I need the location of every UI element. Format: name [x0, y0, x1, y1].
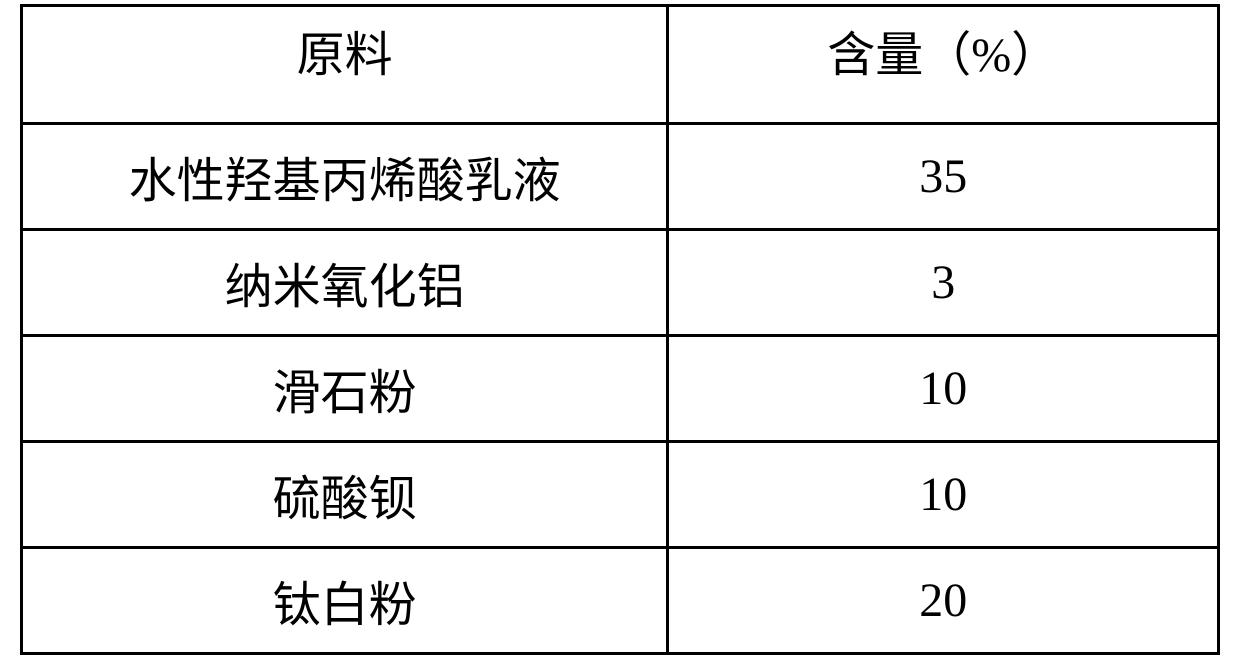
material-cell: 钛白粉 [22, 547, 668, 653]
header-material-label: 原料 [23, 7, 666, 122]
table-header-row: 原料 含量（%） [22, 5, 1219, 123]
content-cell: 10 [668, 441, 1219, 547]
composition-table: 原料 含量（%） 水性羟基丙烯酸乳液 35 纳米氧化铝 3 滑石粉 10 硫酸钡 [20, 4, 1220, 655]
table-row: 硫酸钡 10 [22, 441, 1219, 547]
material-cell: 纳米氧化铝 [22, 229, 668, 335]
content-cell: 20 [668, 547, 1219, 653]
header-content-label: 含量（%） [669, 7, 1217, 122]
material-cell: 水性羟基丙烯酸乳液 [22, 123, 668, 229]
table-row: 水性羟基丙烯酸乳液 35 [22, 123, 1219, 229]
material-cell: 滑石粉 [22, 335, 668, 441]
table-row: 钛白粉 20 [22, 547, 1219, 653]
content-cell: 35 [668, 123, 1219, 229]
header-content: 含量（%） [668, 5, 1219, 123]
composition-table-container: 原料 含量（%） 水性羟基丙烯酸乳液 35 纳米氧化铝 3 滑石粉 10 硫酸钡 [20, 4, 1220, 655]
table-row: 纳米氧化铝 3 [22, 229, 1219, 335]
material-cell: 硫酸钡 [22, 441, 668, 547]
content-cell: 10 [668, 335, 1219, 441]
header-material: 原料 [22, 5, 668, 123]
content-cell: 3 [668, 229, 1219, 335]
table-row: 滑石粉 10 [22, 335, 1219, 441]
